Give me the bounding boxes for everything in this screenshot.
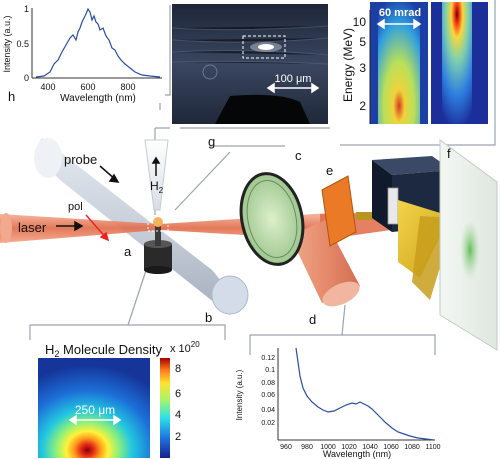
- exhaust-pipe-d: [290, 220, 360, 307]
- energy-tick-labels: 10 5 3 2: [353, 15, 367, 113]
- colorbar-tick-labels: 8 6 4 2: [175, 363, 181, 443]
- laser-direction-arrow: [56, 220, 84, 232]
- laser-label: laser: [18, 220, 47, 235]
- d-x-tick: 1020: [341, 444, 357, 451]
- h-y-tick: 0.5: [16, 39, 29, 49]
- h-y-axis-label: Intensity (a.u.): [2, 15, 12, 72]
- energy-tick: 10: [353, 15, 367, 29]
- d-x-tick: 1080: [404, 444, 420, 451]
- panel-label-d: d: [309, 312, 316, 327]
- density-colorbar: [160, 358, 170, 458]
- panel-label-c: c: [295, 148, 302, 163]
- energy-tick: 5: [359, 35, 366, 49]
- d-y-tick-labels: 0.12 0.1 0.08 0.06 0.04 0.02: [261, 355, 275, 427]
- d-spectrum-curve: [295, 347, 435, 441]
- energy-y-axis-label: Energy (MeV): [341, 28, 355, 102]
- h-y-tick-labels: 00.51: [16, 4, 29, 83]
- d-x-axis-label: Wavelength (nm): [323, 449, 391, 459]
- colorbar-tick: 8: [175, 363, 181, 375]
- density-panel: H2 Molecule Density 250 μm x 1020 8 6 4 2: [38, 340, 200, 458]
- h-y-tick: 0: [24, 73, 29, 83]
- d-x-tick: 1000: [320, 444, 336, 451]
- d-x-tick: 960: [280, 444, 292, 451]
- h-x-tick: 800: [120, 82, 135, 92]
- panel-label-b: b: [205, 310, 212, 325]
- plate-e: [321, 175, 357, 247]
- pol-label: pol: [68, 201, 83, 213]
- density-scale-label: 250 μm: [75, 403, 115, 417]
- h-x-tick-labels: 400 600 800: [40, 82, 135, 92]
- energy-tick: 2: [359, 99, 366, 113]
- d-y-tick: 0.04: [261, 407, 275, 414]
- spectrometer-f: [356, 156, 455, 300]
- d-y-axis-label: Intensity (a.u.): [235, 369, 244, 420]
- d-y-tick: 0.1: [265, 367, 275, 374]
- probe-label: probe: [64, 152, 97, 167]
- h-spectrum-curve: [35, 7, 161, 78]
- g-scale-label: 100 μm: [275, 73, 312, 85]
- energy-angle-label: 60 mrad: [379, 7, 421, 19]
- colorbar-tick: 6: [175, 388, 181, 400]
- polarization-arrow: [85, 214, 110, 242]
- density-map: [38, 358, 150, 458]
- spectrum-panel-h: 00.51 400 600 800 Intensity (a.u.) Wavelen…: [0, 2, 165, 104]
- probe-direction-arrow: [99, 165, 120, 183]
- h-x-tick: 600: [80, 82, 95, 92]
- panel-label-e: e: [326, 163, 333, 178]
- lens-c: [239, 172, 305, 266]
- h-y-tick: 1: [24, 4, 29, 14]
- h2-label: H2: [150, 179, 164, 195]
- d-y-tick: 0.08: [261, 380, 275, 387]
- energy-tick: 3: [359, 61, 366, 75]
- density-title: H2 Molecule Density: [45, 342, 163, 359]
- panel-label-f: f: [447, 146, 451, 161]
- h-x-tick: 400: [40, 82, 55, 92]
- d-y-tick: 0.06: [261, 392, 275, 399]
- colorbar-tick: 2: [175, 431, 181, 443]
- gas-nozzle: H2: [144, 139, 169, 211]
- target-holder: [144, 212, 172, 274]
- energy-spectrum-panel: 10 5 3 2 Energy (MeV) 60 mrad: [341, 2, 488, 124]
- d-x-tick: 1040: [362, 444, 378, 451]
- panel-label-h: h: [8, 89, 15, 104]
- setup-scene: H2: [0, 134, 498, 351]
- d-x-tick-labels: 960 980 1000 1020 1040 1060 1080 1100: [280, 444, 440, 451]
- d-y-tick: 0.02: [261, 420, 275, 427]
- panel-label-a: a: [124, 244, 132, 259]
- spectrum-panel-d: 0.12 0.1 0.08 0.06 0.04 0.02 960 980 1000 1020 10…: [235, 347, 441, 459]
- d-x-tick: 1060: [383, 444, 399, 451]
- h-x-axis-label: Wavelength (nm): [60, 93, 136, 104]
- d-x-tick: 1100: [425, 444, 440, 451]
- d-x-tick: 980: [301, 444, 313, 451]
- colorbar-tick: 4: [175, 409, 181, 421]
- panel-label-g: g: [208, 134, 215, 149]
- d-y-tick: 0.12: [261, 355, 275, 362]
- detector-screen: [439, 139, 498, 351]
- colorbar-exponent: x 1020: [170, 340, 200, 355]
- image-panel-g: 100 μm: [171, 4, 329, 124]
